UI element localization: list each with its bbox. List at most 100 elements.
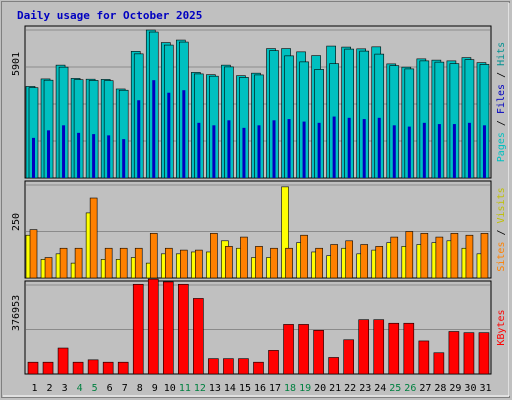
bar-kbytes: [87, 359, 99, 375]
x-tick-label: 8: [137, 383, 143, 394]
x-tick-label: 10: [164, 383, 176, 394]
x-tick-label: 14: [224, 383, 236, 394]
bar-kbytes: [223, 358, 234, 375]
bar-kbytes: [388, 322, 400, 375]
x-tick-label: 31: [479, 383, 491, 394]
bar-kbytes: [283, 324, 294, 375]
bar-sites: [180, 249, 188, 279]
x-tick-label: 28: [434, 383, 446, 394]
bar-pages: [182, 90, 186, 178]
bar-sites: [360, 244, 369, 279]
bar-kbytes: [268, 350, 279, 375]
bar-sites: [345, 240, 353, 279]
bar-pages: [377, 117, 381, 178]
bar-sites: [74, 247, 83, 279]
bar-pages: [257, 125, 261, 178]
bar-pages: [392, 125, 396, 178]
bar-kbytes: [178, 283, 189, 375]
bar-kbytes: [72, 361, 84, 375]
x-tick-label: 17: [269, 383, 281, 394]
bar-sites: [210, 233, 218, 279]
panel-legend: KBytes: [496, 309, 507, 345]
bar-sites: [225, 246, 233, 279]
panel-hits: 5901 Pages / Files / Hits: [11, 25, 507, 179]
bar-pages: [407, 126, 411, 178]
bar-kbytes: [57, 347, 69, 375]
bar-pages: [332, 116, 336, 178]
bar-sites: [119, 247, 128, 279]
x-tick-label: 25: [389, 383, 401, 394]
bar-sites: [29, 229, 38, 279]
x-tick-label: 16: [254, 383, 266, 394]
bar-sites: [420, 233, 429, 279]
bar-kbytes: [373, 319, 385, 375]
bar-sites: [59, 247, 68, 279]
bar-sites: [89, 197, 98, 279]
chart-title: Daily usage for October 2025: [17, 9, 202, 22]
bar-kbytes: [132, 283, 144, 375]
x-tick-label: 30: [464, 383, 476, 394]
x-tick-label: 29: [449, 383, 461, 394]
panels: 5901 Pages / Files / Hits 250 Sites / Visit…: [11, 25, 507, 375]
bar-kbytes: [102, 361, 114, 375]
bar-pages: [47, 130, 51, 178]
bar-kbytes: [27, 361, 39, 375]
bar-visits: [281, 186, 289, 279]
bar-sites: [450, 233, 459, 279]
bar-pages: [242, 127, 246, 178]
bar-sites: [435, 236, 444, 279]
bar-kbytes: [208, 358, 219, 375]
series-sites: [29, 197, 489, 279]
bar-pages: [287, 119, 291, 178]
legend-item: Pages: [496, 132, 507, 162]
bar-sites: [390, 236, 399, 279]
bar-pages: [437, 124, 441, 178]
bar-sites: [149, 233, 158, 279]
bar-pages: [92, 134, 96, 178]
bar-pages: [32, 137, 35, 178]
bar-pages: [302, 121, 306, 178]
x-tick-label: 20: [314, 383, 326, 394]
bar-pages: [422, 122, 426, 178]
x-tick-label: 22: [344, 383, 356, 394]
bar-kbytes: [253, 361, 264, 375]
x-tick-label: 9: [152, 383, 158, 394]
bar-pages: [362, 119, 366, 178]
x-tick-label: 6: [107, 383, 113, 394]
bar-kbytes: [193, 298, 204, 375]
bar-sites: [255, 246, 263, 279]
bar-sites: [270, 247, 278, 279]
bar-pages: [317, 122, 321, 178]
bar-kbytes: [463, 332, 475, 375]
bar-sites: [104, 247, 113, 279]
bar-sites: [240, 236, 248, 279]
x-tick-label: 7: [122, 383, 128, 394]
x-tick-label: 3: [62, 383, 68, 394]
bar-kbytes: [343, 339, 354, 375]
bar-pages: [107, 135, 111, 178]
x-tick-label: 2: [47, 383, 53, 394]
bar-sites: [315, 247, 323, 279]
panel-legend: Sites / Visits: [496, 187, 507, 271]
bar-kbytes: [313, 330, 324, 375]
bar-sites: [195, 249, 203, 279]
x-tick-label: 18: [284, 383, 296, 394]
bar-sites: [330, 244, 338, 279]
legend-item: /: [496, 223, 507, 241]
bar-pages: [167, 92, 171, 178]
bar-pages: [77, 132, 81, 178]
x-tick-label: 12: [194, 383, 206, 394]
panel-max-label: 250: [11, 213, 22, 231]
x-tick-label: 23: [359, 383, 371, 394]
bar-kbytes: [162, 281, 174, 375]
x-tick-label: 27: [419, 383, 431, 394]
bar-sites: [465, 234, 474, 279]
bar-kbytes: [478, 332, 490, 375]
bar-pages: [467, 122, 471, 178]
x-tick-label: 4: [77, 383, 83, 394]
panel-max-label: 376953: [11, 295, 22, 331]
x-tick-label: 24: [374, 383, 386, 394]
bar-kbytes: [42, 361, 54, 375]
bar-sites: [164, 247, 173, 279]
bar-pages: [347, 117, 351, 178]
